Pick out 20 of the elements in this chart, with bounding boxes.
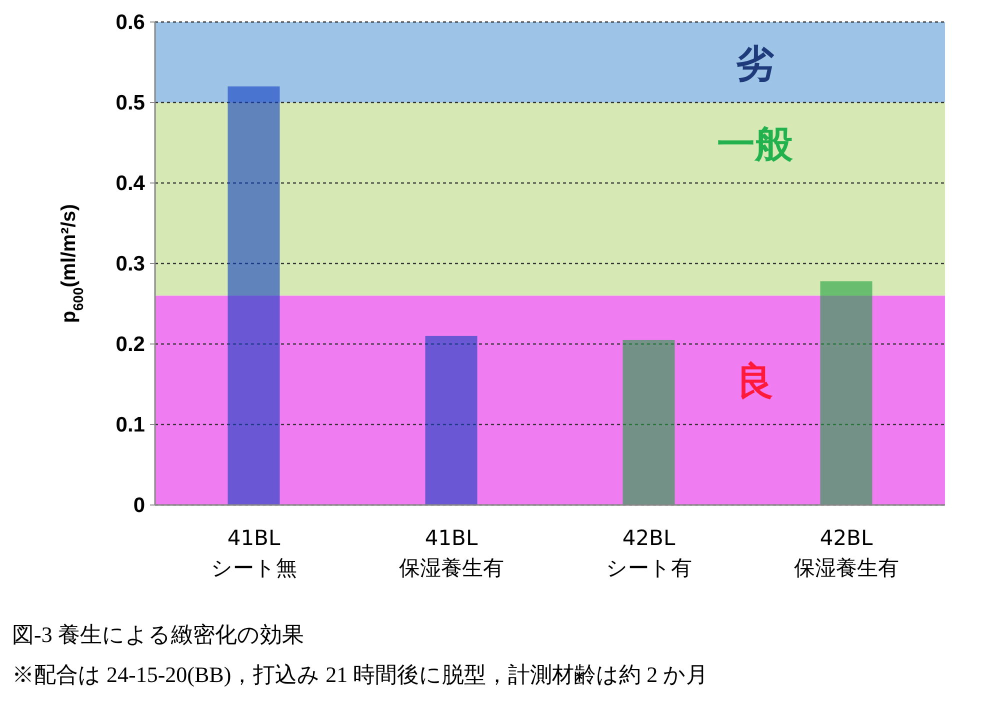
x-tick-label: 41BL 保湿養生有 bbox=[398, 526, 504, 580]
band-label: 良 bbox=[736, 359, 774, 404]
bar bbox=[622, 340, 675, 505]
y-tick-label: 0 bbox=[133, 494, 145, 517]
text: 図-3 養生による緻密化の効果 bbox=[12, 622, 304, 647]
y-tick-label: 0.1 bbox=[116, 414, 146, 436]
y-tick-label: 0.5 bbox=[116, 92, 146, 114]
band-label: 一般 bbox=[717, 122, 794, 166]
band-label: 劣 bbox=[736, 41, 775, 86]
bar bbox=[820, 281, 872, 505]
x-tick-label: 42BL 保湿養生有 bbox=[794, 526, 899, 580]
text: ※配合は 24-15-20(BB)，打込み 21 時間後に脱型，計測材齢は約 2 か月 bbox=[12, 662, 708, 687]
y-tick-label: 0.4 bbox=[116, 172, 146, 195]
bar bbox=[425, 336, 478, 505]
x-tick-label: 42BL シート有 bbox=[606, 526, 692, 580]
x-tick-label: 41BL シート無 bbox=[210, 526, 297, 580]
y-tick-label: 0.3 bbox=[116, 252, 145, 276]
bar bbox=[228, 86, 280, 505]
y-tick-label: 0.2 bbox=[116, 333, 145, 356]
y-tick-label: 0.6 bbox=[116, 11, 145, 34]
